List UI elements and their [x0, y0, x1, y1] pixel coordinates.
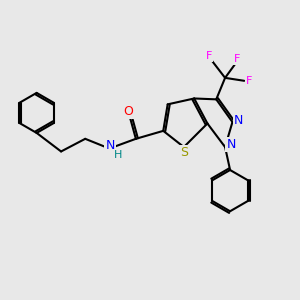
- Text: O: O: [123, 105, 133, 118]
- Text: N: N: [234, 114, 244, 127]
- Text: H: H: [113, 150, 122, 160]
- Text: N: N: [105, 139, 115, 152]
- Text: F: F: [206, 51, 212, 62]
- Text: N: N: [226, 138, 236, 151]
- Text: F: F: [234, 54, 241, 64]
- Text: S: S: [181, 146, 188, 159]
- Text: F: F: [246, 76, 253, 86]
